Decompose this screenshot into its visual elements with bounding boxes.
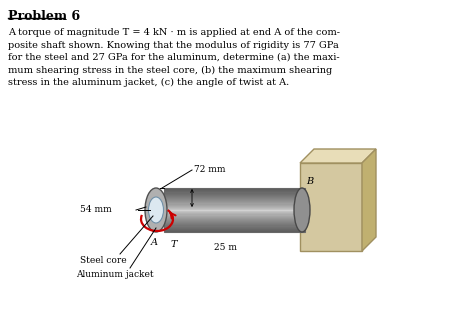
Text: A: A bbox=[151, 238, 157, 247]
Text: stress in the aluminum jacket, (c) the angle of twist at A.: stress in the aluminum jacket, (c) the a… bbox=[8, 78, 289, 87]
Text: B: B bbox=[306, 177, 313, 186]
Text: posite shaft shown. Knowing that the modulus of rigidity is 77 GPa: posite shaft shown. Knowing that the mod… bbox=[8, 41, 339, 50]
Bar bbox=[164, 203, 305, 204]
Bar bbox=[164, 211, 305, 212]
Bar bbox=[164, 209, 305, 210]
Ellipse shape bbox=[148, 197, 164, 223]
Bar bbox=[164, 229, 305, 230]
Bar bbox=[164, 225, 305, 226]
Bar bbox=[164, 213, 305, 214]
Bar bbox=[164, 228, 305, 229]
Text: 72 mm: 72 mm bbox=[194, 165, 226, 175]
Bar bbox=[164, 193, 305, 195]
Bar bbox=[164, 200, 305, 201]
Bar bbox=[164, 207, 305, 208]
Bar bbox=[164, 217, 305, 218]
Bar bbox=[164, 215, 305, 217]
Text: A torque of magnitude T = 4 kN · m is applied at end A of the com-: A torque of magnitude T = 4 kN · m is ap… bbox=[8, 28, 340, 37]
Bar bbox=[164, 226, 305, 228]
Bar bbox=[164, 231, 305, 232]
Bar bbox=[164, 201, 305, 202]
Bar bbox=[164, 221, 305, 222]
Bar bbox=[164, 212, 305, 213]
Text: T: T bbox=[171, 240, 177, 249]
Text: mum shearing stress in the steel core, (b) the maximum shearing: mum shearing stress in the steel core, (… bbox=[8, 66, 332, 75]
Bar bbox=[164, 195, 305, 196]
Bar bbox=[164, 222, 305, 223]
Bar bbox=[164, 192, 305, 193]
Bar bbox=[164, 230, 305, 231]
Bar bbox=[164, 197, 305, 198]
Bar bbox=[164, 188, 305, 232]
Bar bbox=[164, 198, 305, 199]
Ellipse shape bbox=[145, 188, 167, 232]
Bar bbox=[164, 214, 305, 215]
Bar bbox=[164, 208, 305, 209]
Text: Steel core: Steel core bbox=[80, 256, 127, 265]
Bar bbox=[300, 163, 362, 251]
Bar bbox=[164, 190, 305, 191]
Bar bbox=[164, 196, 305, 197]
Bar bbox=[164, 224, 305, 225]
Text: Problem 6: Problem 6 bbox=[8, 10, 80, 23]
Bar bbox=[164, 223, 305, 224]
Bar bbox=[164, 191, 305, 192]
Bar bbox=[164, 219, 305, 220]
Bar bbox=[164, 206, 305, 207]
Text: 54 mm: 54 mm bbox=[80, 205, 112, 214]
Bar bbox=[164, 220, 305, 221]
Text: for the steel and 27 GPa for the aluminum, determine (a) the maxi-: for the steel and 27 GPa for the aluminu… bbox=[8, 53, 340, 62]
Bar bbox=[164, 202, 305, 203]
Bar bbox=[164, 204, 305, 206]
Polygon shape bbox=[362, 149, 376, 251]
Text: Aluminum jacket: Aluminum jacket bbox=[76, 270, 154, 279]
Bar bbox=[164, 199, 305, 200]
Text: 25 m: 25 m bbox=[215, 243, 237, 252]
Polygon shape bbox=[300, 149, 376, 163]
Bar bbox=[164, 218, 305, 219]
Bar bbox=[164, 210, 305, 211]
Ellipse shape bbox=[294, 188, 310, 232]
Bar bbox=[164, 189, 305, 190]
Bar bbox=[164, 188, 305, 189]
